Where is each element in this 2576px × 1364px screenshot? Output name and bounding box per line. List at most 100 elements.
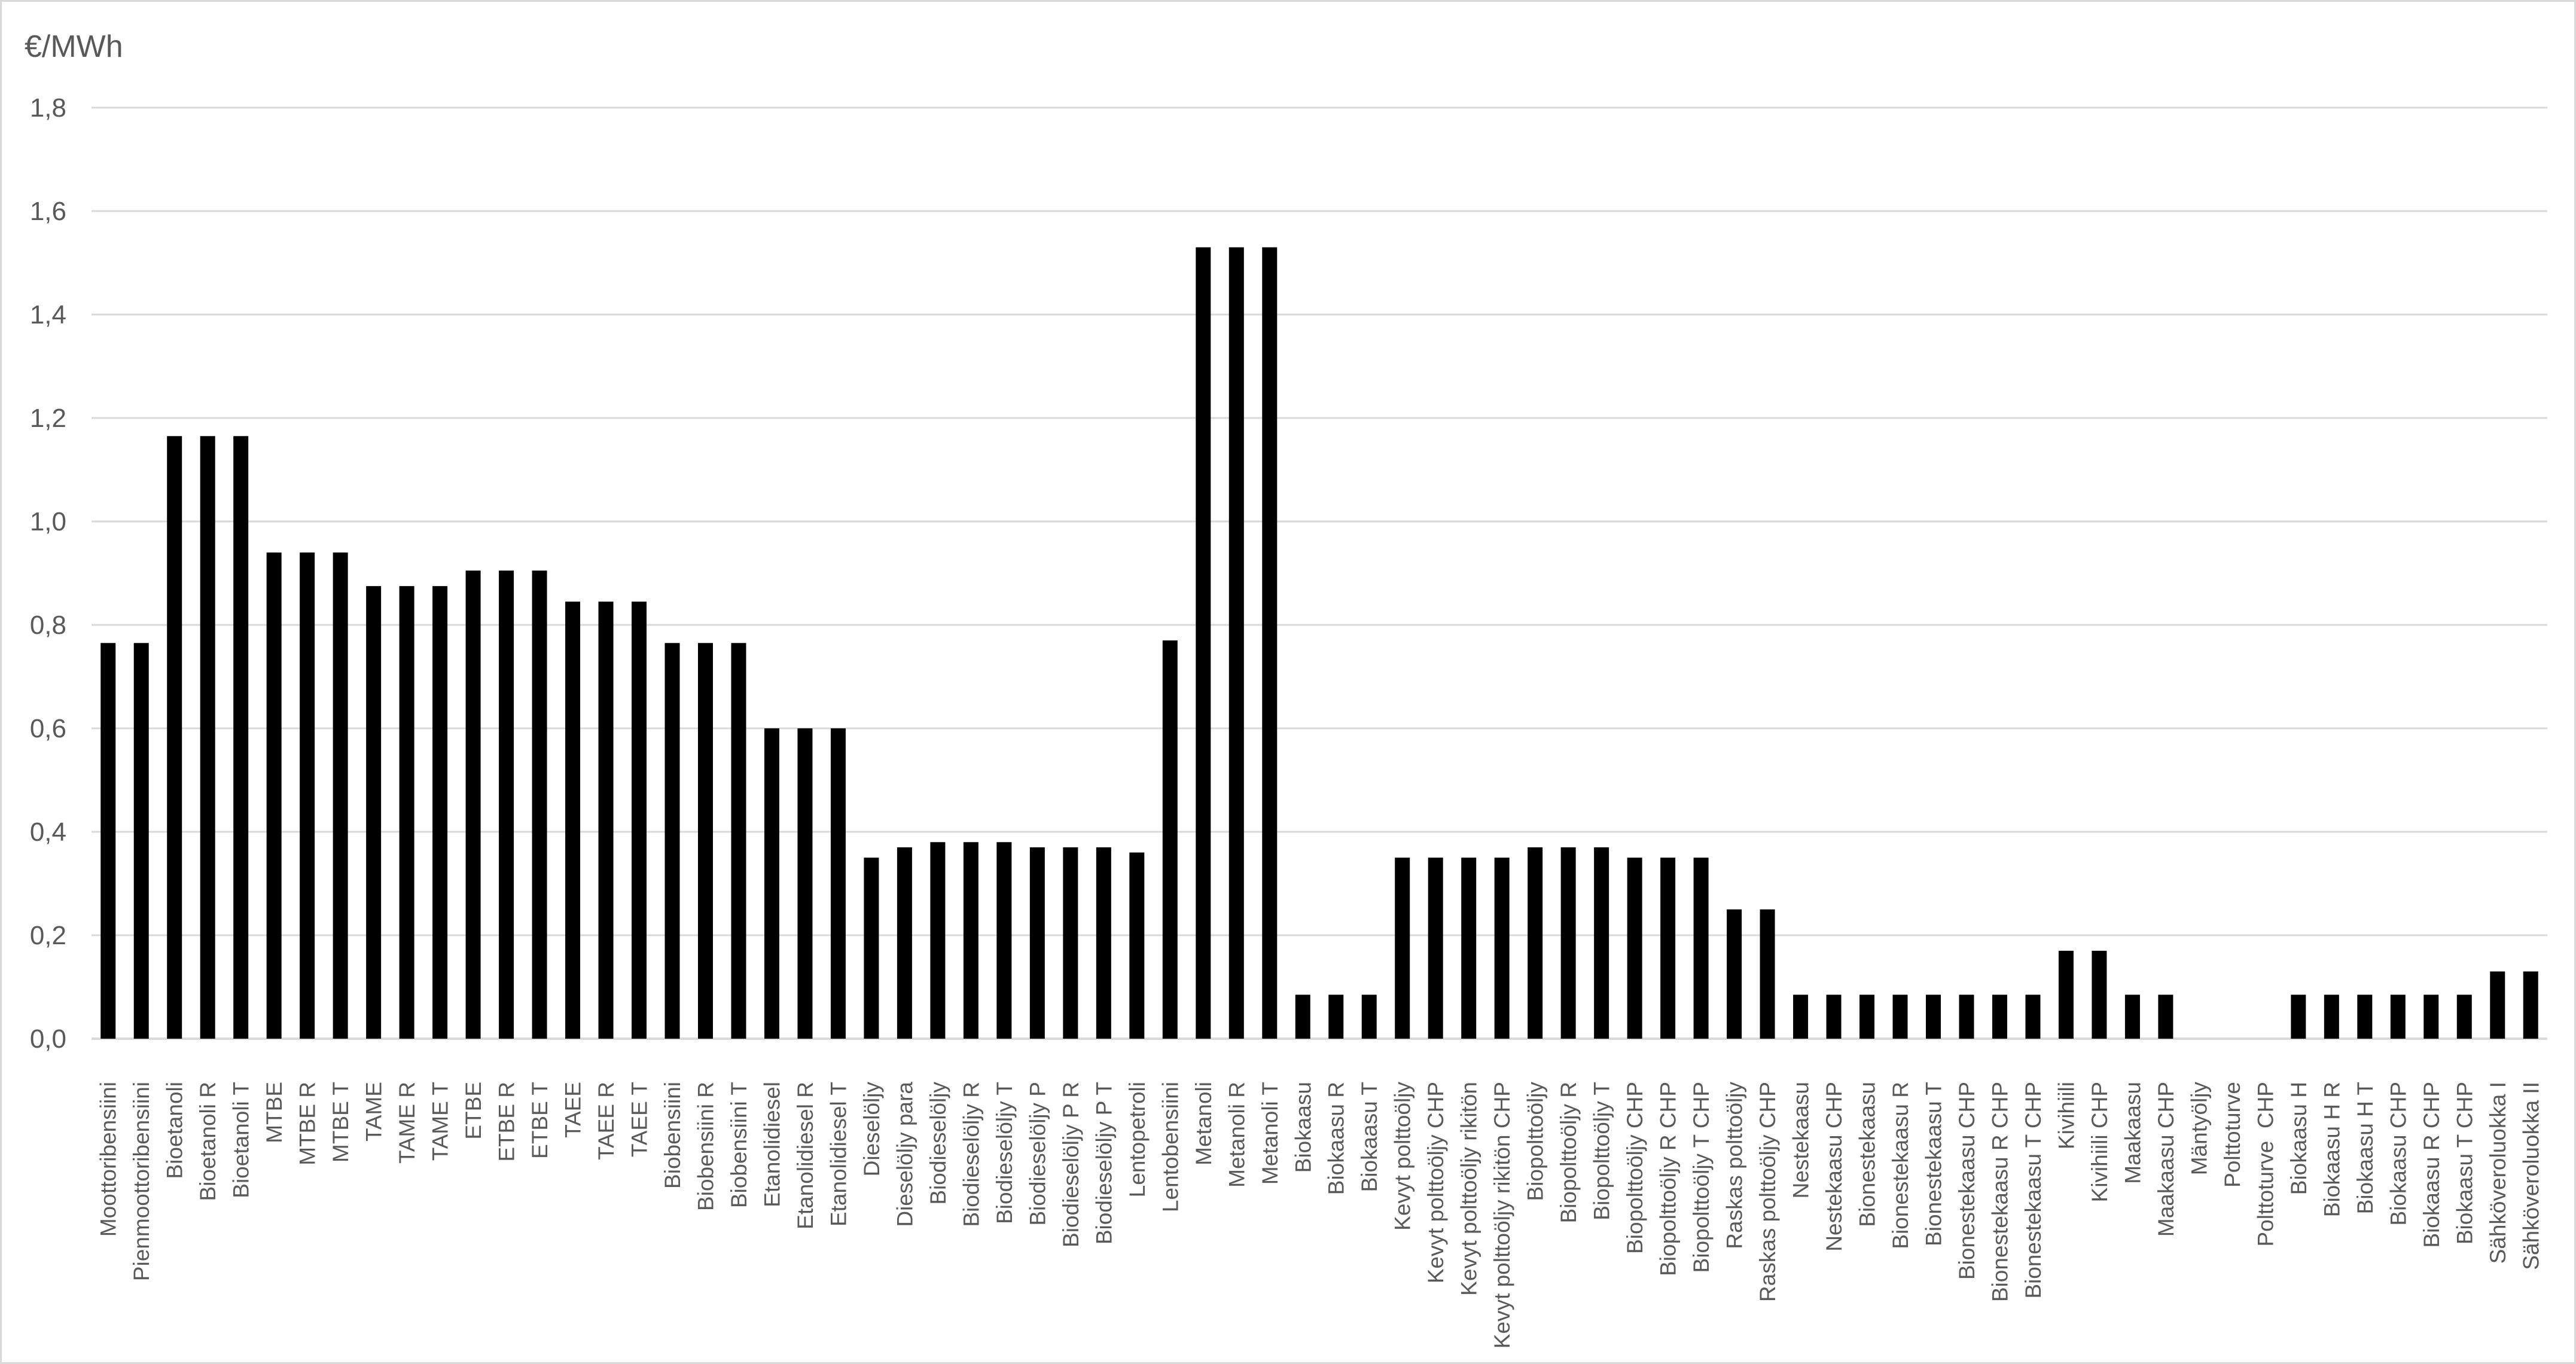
bar	[2490, 971, 2505, 1039]
x-tick-label: Kevyt polttoöljy rikitön CHP	[1490, 1082, 1514, 1348]
x-tick-label: Biokaasu	[1291, 1082, 1315, 1173]
y-tick-label: 1,4	[30, 300, 66, 329]
x-tick-label: Bionestekaasu CHP	[1955, 1082, 1979, 1280]
x-tick-label: ETBE R	[495, 1082, 519, 1162]
x-tick-label: ETBE	[461, 1082, 486, 1140]
bar	[1793, 994, 1809, 1039]
x-tick-label: ETBE T	[528, 1082, 552, 1159]
bar	[133, 643, 149, 1039]
x-tick-label: Biopolttoöljy R CHP	[1656, 1082, 1681, 1276]
bar	[1328, 994, 1344, 1039]
bar	[432, 586, 448, 1039]
x-tick-label: Metanoli	[1191, 1082, 1216, 1165]
x-tick-label: Biokaasu T CHP	[2452, 1082, 2477, 1244]
bar	[830, 728, 846, 1039]
x-tick-label: Biopolttoöljy T CHP	[1689, 1082, 1714, 1273]
x-tick-label: Metanoli R	[1224, 1082, 1249, 1188]
x-tick-label: Raskas polttoöljy CHP	[1755, 1082, 1780, 1302]
bar	[1395, 858, 1410, 1039]
x-tick-label: Biokaasu H R	[2319, 1082, 2344, 1217]
bar	[1361, 994, 1377, 1039]
y-axis-unit-label: €/MWh	[25, 29, 123, 64]
bar	[2092, 950, 2107, 1039]
bar	[1162, 640, 1178, 1039]
x-tick-label: Lentopetroli	[1125, 1082, 1150, 1197]
x-tick-label: TAME	[362, 1082, 386, 1142]
bar	[465, 570, 481, 1039]
x-tick-label: Biodieselöljy P	[1025, 1082, 1050, 1226]
bar	[1295, 994, 1310, 1039]
x-tick-label: Biokaasu H T	[2353, 1082, 2377, 1214]
x-tick-label: Bionestekaasu	[1855, 1082, 1880, 1227]
bar	[797, 728, 813, 1039]
bar	[1959, 994, 1974, 1039]
bar	[1262, 247, 1278, 1039]
x-axis-labels: Moottoribensiini Pienmoottoribensiini Bioe…	[96, 1082, 2544, 1349]
bar	[2523, 971, 2538, 1039]
bar	[664, 643, 680, 1039]
y-tick-label: 0,0	[30, 1024, 66, 1054]
bar	[1096, 847, 1111, 1039]
x-tick-label: Raskas polttoöljy	[1723, 1082, 1747, 1249]
bar	[1693, 858, 1709, 1039]
x-tick-label: Pienmoottoribensiini	[129, 1082, 154, 1281]
y-tick-label: 1,8	[30, 93, 66, 123]
x-tick-label: Sähköveroluokka II	[2519, 1082, 2543, 1270]
bar	[1063, 847, 1078, 1039]
x-tick-label: Etanolidiesel	[760, 1082, 784, 1207]
bar	[1494, 858, 1510, 1039]
bar	[731, 643, 746, 1039]
bar	[963, 842, 978, 1039]
x-tick-label: MTBE R	[295, 1082, 320, 1165]
bar	[100, 643, 116, 1039]
bar	[2158, 994, 2173, 1039]
x-tick-label: Bioetanoli T	[229, 1082, 254, 1198]
bar	[233, 436, 249, 1039]
y-tick-label: 1,6	[30, 197, 66, 226]
bar	[996, 842, 1012, 1039]
x-tick-label: Bionestekaasu T CHP	[2021, 1082, 2045, 1299]
y-tick-label: 0,4	[30, 817, 66, 847]
bar	[2291, 994, 2306, 1039]
bar	[2025, 994, 2041, 1039]
x-tick-label: Biodieselöljy	[926, 1082, 950, 1205]
x-tick-label: Dieselöljy	[859, 1082, 884, 1177]
x-tick-label: Biopolttoöljy T	[1590, 1082, 1614, 1220]
bar	[1029, 847, 1045, 1039]
x-tick-label: Maakaasu	[2120, 1082, 2145, 1184]
x-tick-label: Etanolidiesel T	[826, 1082, 850, 1226]
x-tick-label: Bioetanoli	[163, 1082, 187, 1179]
x-tick-label: Nestekaasu CHP	[1822, 1082, 1846, 1252]
bars	[100, 247, 2538, 1039]
bar	[1992, 994, 2007, 1039]
bar	[864, 858, 879, 1039]
x-tick-label: Sähköveroluokka I	[2486, 1082, 2510, 1264]
bar	[1560, 847, 1576, 1039]
bar	[266, 552, 282, 1039]
bar	[499, 570, 514, 1039]
bar	[1594, 847, 1609, 1039]
gridlines	[92, 106, 2547, 1040]
x-tick-label: Maakaasu CHP	[2154, 1082, 2178, 1237]
x-tick-label: TAEE	[561, 1082, 586, 1138]
x-tick-label: Biopolttoöljy R	[1556, 1082, 1581, 1223]
x-tick-label: Kevyt polttoöljy CHP	[1423, 1082, 1448, 1283]
x-tick-label: Biokaasu H	[2287, 1082, 2311, 1195]
x-tick-label: Biokaasu R	[1324, 1082, 1349, 1195]
bar	[1228, 247, 1244, 1039]
x-tick-label: Bionestekaasu R	[1888, 1082, 1913, 1249]
bar	[2456, 994, 2472, 1039]
x-tick-label: Lentobensiini	[1158, 1082, 1182, 1212]
bar	[1727, 909, 1742, 1039]
bar	[333, 552, 348, 1039]
bar	[2058, 950, 2074, 1039]
x-tick-label: Biokaasu CHP	[2386, 1082, 2410, 1226]
bar	[1196, 247, 1211, 1039]
y-tick-label: 1,2	[30, 404, 66, 433]
x-tick-label: Kevyt polttoöljy rikitön	[1457, 1082, 1481, 1296]
x-tick-label: Biodieselöljy R	[959, 1082, 983, 1227]
bar	[1892, 994, 1908, 1039]
bar	[930, 842, 946, 1039]
bar	[1760, 909, 1775, 1039]
